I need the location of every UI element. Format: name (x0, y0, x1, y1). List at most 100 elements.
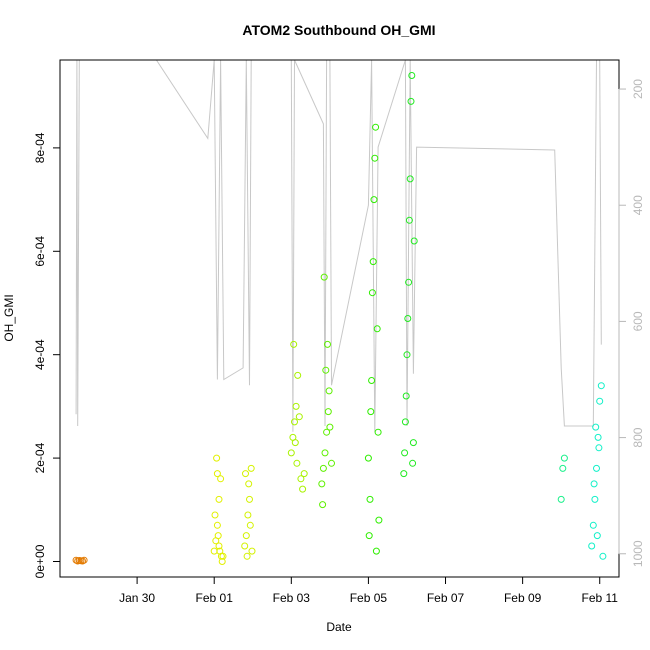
y2-tick-label: 600 (631, 311, 645, 331)
data-point (243, 552, 251, 560)
data-point (324, 340, 331, 348)
data-point (290, 340, 298, 348)
data-point (246, 521, 254, 529)
data-point (326, 423, 334, 431)
data-point (590, 480, 598, 488)
data-point (557, 495, 565, 503)
y2-tick-label: 800 (631, 427, 645, 447)
data-point (368, 289, 376, 297)
x-axis: Jan 30 Feb 01 Feb 03 Feb 05 Feb 07 Feb 09 Feb … (119, 576, 618, 605)
data-point (299, 485, 307, 493)
data-point (589, 521, 597, 529)
data-point (291, 418, 298, 426)
data-point (592, 423, 600, 431)
y-tick-label: 0e+00 (33, 544, 47, 578)
data-point (409, 439, 417, 447)
x-tick-label: Feb 07 (427, 591, 465, 605)
data-point (403, 351, 411, 359)
data-point (597, 382, 605, 390)
data-point (245, 480, 253, 488)
pressure-line (75, 59, 602, 432)
data-point (365, 532, 373, 540)
data-point (367, 408, 375, 416)
data-point (248, 547, 256, 555)
data-point (408, 72, 416, 79)
scatter-points-layer (72, 72, 607, 565)
x-tick-label: Feb 03 (273, 591, 311, 605)
plot-frame (59, 59, 620, 578)
data-point (322, 366, 330, 374)
y-tick-label: 8e-04 (33, 132, 47, 163)
data-point (213, 470, 221, 478)
data-point (295, 413, 303, 421)
data-point (559, 464, 567, 472)
data-point (215, 495, 223, 503)
data-point (401, 418, 409, 426)
x-axis-title: Date (326, 620, 352, 634)
data-point (375, 516, 383, 524)
data-point (368, 377, 376, 384)
data-point (599, 552, 607, 560)
data-point (373, 325, 381, 333)
data-point (319, 501, 327, 509)
data-point (371, 154, 379, 162)
x-tick-label: Feb 01 (196, 591, 234, 605)
data-point (560, 454, 568, 462)
y-axis-title: OH_GMI (2, 294, 16, 341)
data-point (400, 470, 408, 478)
data-point (215, 542, 223, 550)
data-point (213, 454, 221, 462)
chart-title: ATOM2 Southbound OH_GMI (242, 22, 435, 38)
data-point (294, 371, 302, 379)
data-point (292, 402, 300, 410)
data-point (369, 258, 377, 266)
data-point (287, 449, 295, 457)
data-point (409, 459, 417, 467)
data-point (401, 449, 409, 457)
data-point (217, 475, 225, 483)
y-tick-label: 6e-04 (33, 236, 47, 267)
data-point (242, 532, 250, 540)
data-point (594, 433, 602, 441)
data-point (325, 387, 333, 395)
data-point (297, 475, 305, 483)
data-point (591, 495, 599, 503)
data-point (293, 459, 301, 467)
data-point (219, 552, 227, 560)
data-point (247, 464, 255, 472)
data-point (291, 439, 299, 447)
x-tick-label: Feb 09 (504, 591, 542, 605)
data-point (328, 459, 335, 467)
data-point (214, 532, 222, 540)
x-tick-label: Feb 11 (581, 591, 618, 605)
data-point (323, 428, 331, 436)
data-point (324, 408, 332, 416)
y2-tick-label: 400 (631, 195, 645, 215)
x-tick-label: Jan 30 (119, 591, 155, 605)
data-point (80, 556, 88, 564)
data-point (242, 470, 249, 478)
data-point (320, 273, 328, 281)
data-point (588, 542, 596, 550)
data-point (405, 216, 413, 224)
data-point (321, 449, 329, 457)
data-point (372, 123, 380, 131)
data-point (211, 511, 219, 519)
data-point (407, 97, 415, 105)
data-point (404, 315, 412, 322)
y2-tick-label: 200 (631, 79, 645, 99)
data-point (374, 428, 382, 436)
data-point (366, 495, 374, 503)
data-point (300, 470, 308, 478)
y2-axis: 200 400 600 800 1000 (618, 79, 645, 567)
y2-tick-label: 1000 (631, 540, 645, 567)
data-point (405, 278, 413, 286)
data-point (241, 542, 249, 550)
data-point (318, 480, 326, 488)
y-tick-label: 2e-04 (33, 442, 47, 473)
data-point (593, 532, 601, 540)
data-point (244, 511, 252, 519)
data-point (319, 464, 327, 472)
y-axis: 0e+00 2e-04 4e-04 6e-04 8e-04 (33, 132, 61, 578)
